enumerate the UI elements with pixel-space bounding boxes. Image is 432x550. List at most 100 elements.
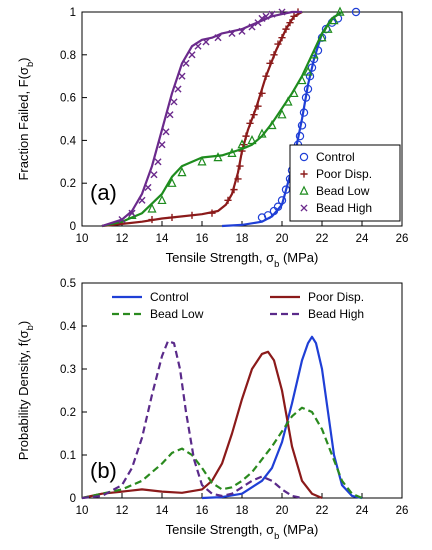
data-point-triangle bbox=[289, 87, 299, 98]
data-point-plus bbox=[286, 19, 294, 27]
data-point-x bbox=[154, 158, 162, 166]
y-tick-label: 1 bbox=[70, 7, 76, 19]
data-point-triangle bbox=[147, 203, 157, 213]
data-point-plus bbox=[290, 12, 298, 20]
data-point-plus bbox=[278, 34, 286, 42]
y-tick-label: 0.4 bbox=[60, 135, 77, 147]
data-point-x bbox=[300, 204, 308, 212]
y-tick-label: 0 bbox=[70, 221, 76, 233]
series-bead-high bbox=[81, 340, 303, 500]
x-tick-label: 24 bbox=[356, 505, 369, 517]
data-point-triangle bbox=[213, 152, 223, 162]
data-point-x bbox=[158, 141, 166, 149]
data-point-circle bbox=[263, 211, 273, 220]
data-point-x bbox=[174, 85, 182, 93]
series-line bbox=[101, 11, 303, 228]
data-point-x bbox=[278, 8, 286, 16]
y-tick-label: 0.2 bbox=[60, 407, 76, 419]
data-point-plus bbox=[224, 196, 232, 204]
data-point-x bbox=[248, 23, 256, 31]
x-tick-label: 18 bbox=[236, 505, 249, 517]
data-point-plus bbox=[188, 211, 196, 219]
series-bead-low bbox=[101, 6, 345, 228]
chart-panel-a: 10 12 14 16 18 20 22 24 26 0 0.2 0.4 0.6 0.8 1 Tensile … bbox=[16, 6, 408, 269]
data-point-x bbox=[118, 216, 126, 224]
data-point-triangle bbox=[297, 75, 307, 85]
data-point-x bbox=[170, 98, 178, 106]
data-point-x bbox=[228, 29, 236, 37]
y-axis-label: Fraction Failed, F(σb) bbox=[16, 57, 35, 180]
data-point-triangle bbox=[247, 134, 257, 145]
data-point-triangle bbox=[323, 23, 333, 33]
x-axis-label: Tensile Strength, σb (MPa) bbox=[166, 250, 319, 269]
data-point-triangle bbox=[177, 167, 187, 177]
legend-item: Poor Disp. bbox=[300, 167, 372, 181]
x-tick-label: 22 bbox=[316, 233, 329, 245]
data-point-plus bbox=[208, 209, 216, 217]
legend-box bbox=[289, 144, 401, 222]
data-point-x bbox=[182, 59, 190, 67]
series-line bbox=[101, 10, 302, 228]
data-point-x bbox=[262, 12, 270, 20]
data-point-plus bbox=[270, 51, 278, 59]
data-point-plus bbox=[236, 162, 244, 170]
chart-panel-b: 10 12 14 16 18 20 22 24 26 0 0.1 0.2 0.3 0.4 0.5 Tensil… bbox=[16, 278, 408, 541]
legend-label: Control bbox=[150, 290, 189, 304]
data-point-triangle bbox=[227, 147, 237, 157]
data-point-x bbox=[144, 183, 152, 192]
y-tick-label: 0.3 bbox=[60, 364, 76, 376]
data-point-circle bbox=[297, 121, 307, 130]
data-point-x bbox=[188, 51, 196, 59]
x-axis-label: Tensile Strength, σb (MPa) bbox=[166, 522, 319, 541]
data-point-x bbox=[138, 196, 146, 204]
data-point-plus bbox=[254, 102, 262, 110]
data-point-x bbox=[268, 10, 276, 18]
data-point-x bbox=[258, 14, 266, 22]
series-line bbox=[81, 340, 303, 500]
data-point-circle bbox=[295, 131, 305, 141]
data-point-plus bbox=[246, 119, 254, 127]
data-point-circle bbox=[303, 84, 313, 94]
legend-label: Poor Disp. bbox=[316, 167, 372, 181]
series-line bbox=[81, 350, 323, 500]
data-point-x bbox=[202, 38, 210, 46]
x-tick-label: 14 bbox=[156, 233, 169, 245]
legend-label: Bead Low bbox=[316, 184, 370, 198]
legend-label: Bead High bbox=[308, 307, 364, 321]
data-point-triangle bbox=[157, 194, 167, 205]
x-tick-label: 20 bbox=[276, 233, 289, 245]
data-point-circle bbox=[299, 108, 309, 117]
x-tick-label: 26 bbox=[396, 505, 409, 517]
x-tick-label: 16 bbox=[196, 233, 209, 245]
data-point-plus bbox=[300, 170, 308, 178]
data-point-plus bbox=[250, 111, 258, 119]
legend-item: Bead Low bbox=[299, 184, 370, 198]
x-tick-label: 18 bbox=[236, 233, 249, 245]
series-control bbox=[201, 335, 363, 500]
data-point-triangle bbox=[257, 128, 267, 138]
data-point-plus bbox=[234, 175, 242, 183]
data-point-circle bbox=[299, 152, 309, 162]
data-point-triangle bbox=[299, 185, 309, 195]
legend-item: Bead Low bbox=[112, 307, 204, 321]
data-point-circle bbox=[301, 93, 311, 102]
data-point-triangle bbox=[267, 119, 277, 130]
x-tick-label: 14 bbox=[156, 505, 169, 517]
legend-item: Control bbox=[299, 150, 355, 164]
data-point-circle bbox=[277, 196, 287, 205]
data-point-triangle bbox=[309, 49, 319, 59]
panel-label: (a) bbox=[90, 180, 117, 205]
legend: Control Poor Disp. Bead Low Bead High bbox=[289, 144, 401, 222]
legend: Control Poor Disp. Bead Low Bead High bbox=[112, 290, 364, 321]
data-point-x bbox=[128, 209, 136, 217]
data-point-triangle bbox=[329, 15, 339, 25]
series-poor-disp bbox=[81, 350, 323, 500]
data-point-triangle bbox=[283, 96, 293, 106]
data-point-x bbox=[150, 171, 158, 179]
x-tick-label: 12 bbox=[116, 505, 129, 517]
data-point-triangle bbox=[237, 139, 247, 149]
series-bead-low bbox=[81, 406, 363, 500]
x-tick-label: 20 bbox=[276, 505, 289, 517]
data-point-triangle bbox=[317, 32, 327, 42]
